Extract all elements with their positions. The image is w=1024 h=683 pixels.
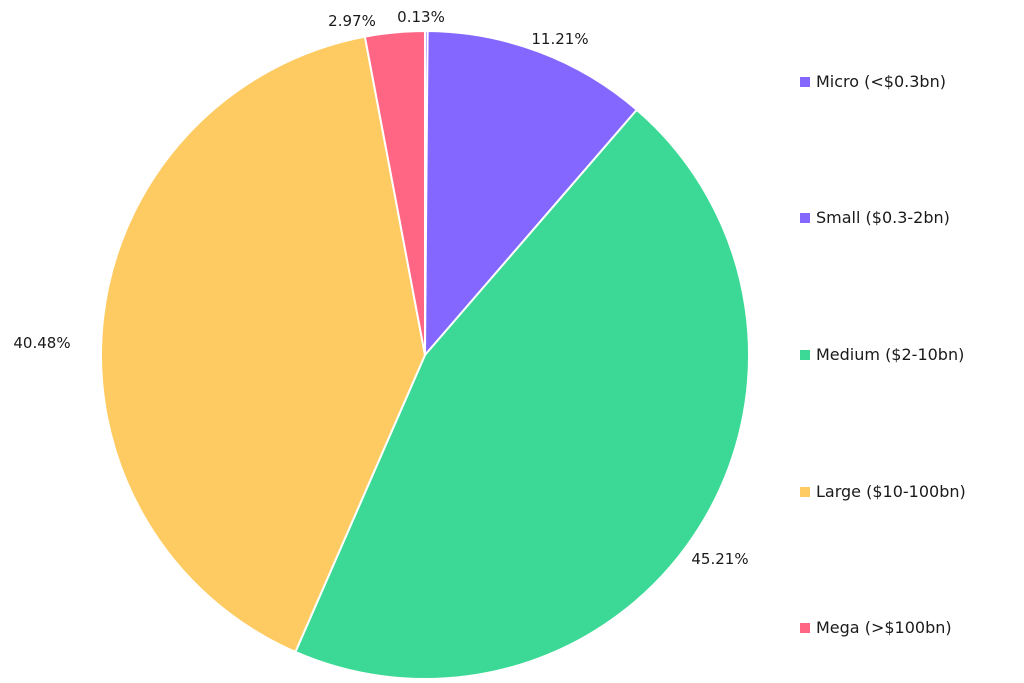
data-label-micro: 0.13% xyxy=(397,8,445,26)
pie-slice-medium[interactable] xyxy=(294,108,750,681)
data-label-mega: 2.97% xyxy=(328,12,376,30)
data-label-medium: 45.21% xyxy=(691,550,748,568)
legend-swatch-micro xyxy=(800,76,810,87)
pie-slice-mega[interactable] xyxy=(363,29,426,356)
legend: Micro (<$0.3bn) Small ($0.3-2bn) Medium … xyxy=(800,0,1020,683)
legend-swatch-small xyxy=(800,212,810,223)
pie-slice-large[interactable] xyxy=(100,35,427,654)
legend-label-micro: Micro (<$0.3bn) xyxy=(816,72,946,91)
legend-item-medium[interactable]: Medium ($2-10bn) xyxy=(800,345,964,364)
pie-slice-small[interactable] xyxy=(423,30,639,358)
legend-swatch-medium xyxy=(800,349,810,360)
legend-item-micro[interactable]: Micro (<$0.3bn) xyxy=(800,72,946,91)
legend-item-large[interactable]: Large ($10-100bn) xyxy=(800,482,966,501)
legend-item-small[interactable]: Small ($0.3-2bn) xyxy=(800,208,950,227)
legend-label-large: Large ($10-100bn) xyxy=(816,482,966,501)
legend-item-mega[interactable]: Mega (>$100bn) xyxy=(800,618,952,637)
data-label-small: 11.21% xyxy=(531,30,588,48)
legend-swatch-mega xyxy=(800,622,810,633)
data-label-large: 40.48% xyxy=(13,334,70,352)
legend-label-small: Small ($0.3-2bn) xyxy=(816,208,950,227)
legend-label-mega: Mega (>$100bn) xyxy=(816,618,952,637)
legend-swatch-large xyxy=(800,486,810,497)
legend-label-medium: Medium ($2-10bn) xyxy=(816,345,965,364)
